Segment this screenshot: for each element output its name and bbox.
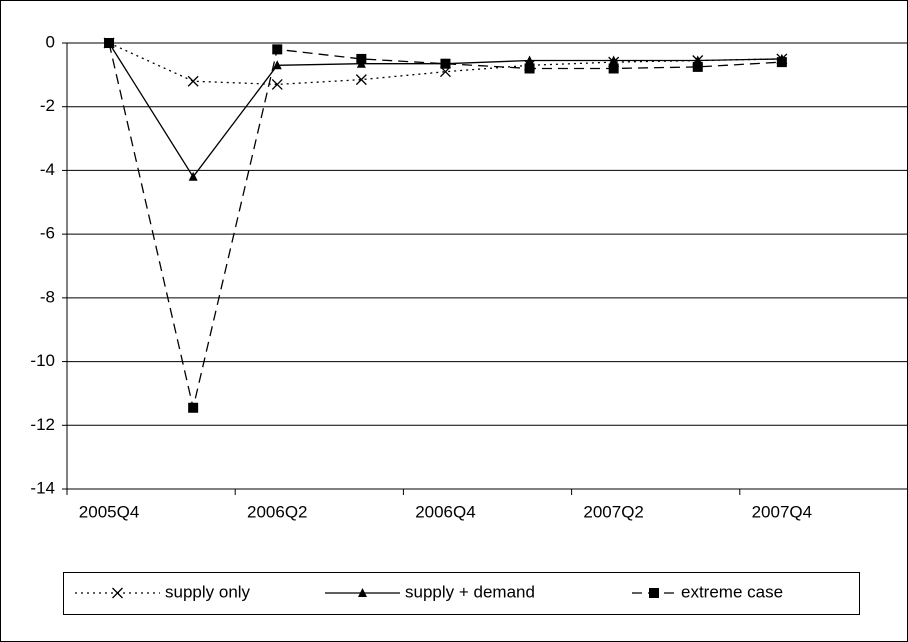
series-line [108, 42, 782, 86]
legend-box [63, 572, 860, 615]
marker [524, 63, 535, 74]
x-tick-label: 2006Q4 [415, 502, 476, 521]
x-tick-label: 2005Q4 [79, 502, 140, 521]
marker [188, 171, 198, 181]
marker [692, 61, 703, 72]
y-tick-label: -2 [40, 96, 55, 115]
marker [272, 60, 282, 70]
x-tick-label: 2006Q2 [247, 502, 308, 521]
series-line [108, 42, 782, 408]
marker [525, 55, 535, 65]
marker [608, 63, 619, 74]
y-tick-label: -4 [40, 160, 55, 179]
legend-label: supply + demand [405, 582, 535, 601]
marker [776, 57, 787, 68]
marker [271, 78, 283, 90]
marker [356, 53, 367, 64]
legend-marker [358, 588, 367, 597]
legend-label: extreme case [681, 582, 783, 601]
y-tick-label: -14 [30, 478, 55, 497]
legend-label: supply only [165, 582, 251, 601]
marker [272, 44, 283, 55]
marker [187, 75, 199, 87]
y-tick-label: -12 [30, 415, 55, 434]
x-tick-label: 2007Q2 [583, 502, 644, 521]
y-tick-label: 0 [46, 32, 55, 51]
marker [104, 38, 115, 48]
marker [355, 74, 367, 86]
y-tick-label: -8 [40, 287, 55, 306]
marker [609, 55, 619, 65]
legend-marker [112, 587, 123, 599]
legend-marker [649, 588, 659, 598]
marker [440, 58, 451, 69]
x-tick-label: 2007Q4 [752, 502, 813, 521]
y-tick-label: -10 [30, 351, 55, 370]
marker [188, 402, 199, 413]
y-tick-label: -6 [40, 224, 55, 243]
